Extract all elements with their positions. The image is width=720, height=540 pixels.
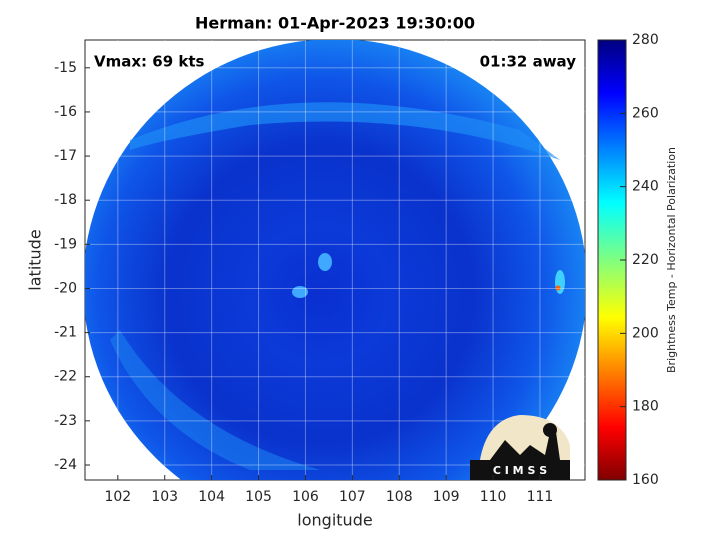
hot-spot — [555, 285, 561, 291]
x-tick-label: 105 — [245, 489, 272, 505]
y-tick-label: -24 — [54, 457, 77, 473]
eye-feature — [292, 286, 308, 298]
logo-banner — [470, 460, 570, 480]
x-tick-label: 109 — [433, 489, 460, 505]
grid — [85, 40, 585, 480]
cloud-band — [130, 102, 560, 160]
x-tick-label: 110 — [480, 489, 507, 505]
colorbar-tick-label: 200 — [632, 325, 659, 341]
cloud-band — [110, 330, 320, 470]
y-tick-label: -23 — [54, 413, 77, 429]
y-tick-label: -18 — [54, 192, 77, 208]
colorbar-tick-label: 280 — [632, 32, 659, 48]
colorbar-tick-label: 260 — [632, 105, 659, 121]
y-tick-label: -22 — [54, 369, 77, 385]
x-tick-label: 102 — [104, 489, 131, 505]
y-tick-label: -21 — [54, 325, 77, 341]
logo-silhouette — [490, 432, 560, 460]
annotation: Vmax: 69 kts — [94, 53, 204, 71]
swath-disc — [85, 40, 585, 480]
colorbar-label: Brightness Temp - Horizontal Polarizatio… — [665, 147, 678, 373]
swath — [85, 40, 585, 480]
x-axis-label: longitude — [297, 511, 372, 530]
logo-tower — [543, 423, 557, 437]
y-tick-label: -15 — [54, 60, 77, 76]
x-tick-label: 108 — [386, 489, 413, 505]
colorbar-tick-label: 180 — [632, 399, 659, 415]
hot-spot — [555, 270, 565, 294]
colorbar-tick-label: 240 — [632, 179, 659, 195]
logo: C I M S S — [470, 415, 570, 480]
y-tick-label: -20 — [54, 280, 77, 296]
x-tick-label: 106 — [292, 489, 319, 505]
logo-text: C I M S S — [493, 464, 547, 477]
x-tick-label: 103 — [151, 489, 178, 505]
colorbar-tick-label: 220 — [632, 252, 659, 268]
y-axis-label: latitude — [26, 229, 45, 290]
colorbar-tick-label: 160 — [632, 472, 659, 488]
annotation: 01:32 away — [480, 53, 577, 71]
y-tick-label: -17 — [54, 148, 77, 164]
y-tick-label: -19 — [54, 236, 77, 252]
x-tick-label: 107 — [339, 489, 366, 505]
chart-title: Herman: 01-Apr-2023 19:30:00 — [195, 14, 475, 33]
x-tick-label: 111 — [527, 489, 554, 505]
eye-feature — [318, 253, 332, 271]
x-tick-label: 104 — [198, 489, 225, 505]
y-tick-label: -16 — [54, 104, 77, 120]
